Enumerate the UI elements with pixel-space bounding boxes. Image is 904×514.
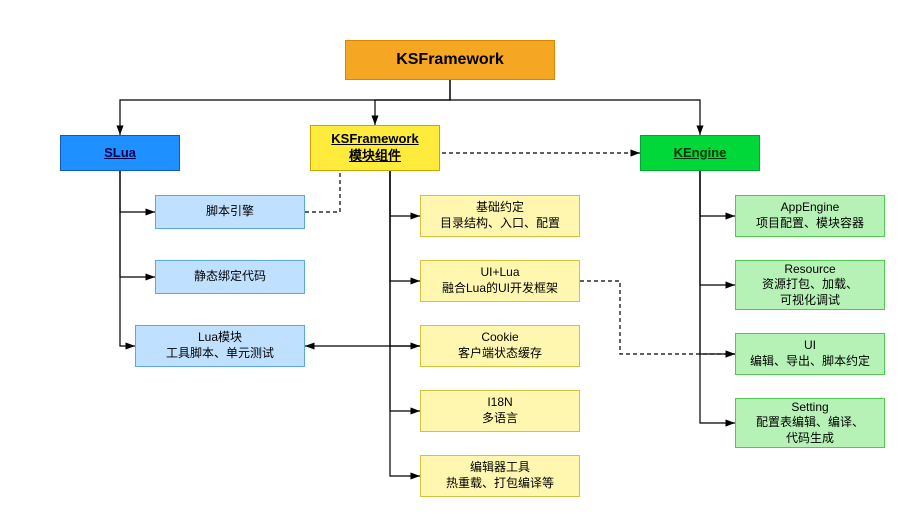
edge-solid <box>700 171 735 423</box>
edge-solid <box>120 171 155 277</box>
edge-solid <box>390 171 420 216</box>
ksf-label-1: KSFramework <box>331 131 418 148</box>
edge-solid <box>390 171 420 411</box>
edge-solid <box>700 171 735 354</box>
keng-leaf: UI编辑、导出、脚本约定 <box>735 333 885 375</box>
leaf-text: AppEngine <box>781 200 840 216</box>
keng-leaf: AppEngine项目配置、模块容器 <box>735 195 885 237</box>
ksf-label-2: 模块组件 <box>349 148 401 165</box>
ksf-leaf: UI+Lua融合Lua的UI开发框架 <box>420 260 580 302</box>
ksf-leaf: 基础约定目录结构、入口、配置 <box>420 195 580 237</box>
slua-leaf: 脚本引擎 <box>155 195 305 229</box>
leaf-text: 可视化调试 <box>780 293 840 309</box>
header-node-ksframework-modules: KSFramework 模块组件 <box>310 125 440 171</box>
edge-solid <box>390 171 420 281</box>
leaf-text: UI <box>804 338 816 354</box>
leaf-text: Lua模块 <box>198 330 242 346</box>
leaf-text: Cookie <box>481 330 518 346</box>
leaf-text: I18N <box>487 395 512 411</box>
leaf-text: 基础约定 <box>476 200 524 216</box>
leaf-text: Resource <box>784 262 835 278</box>
slua-label: SLua <box>104 145 136 162</box>
leaf-text: 静态绑定代码 <box>194 269 266 285</box>
leaf-text: 客户端状态缓存 <box>458 346 542 362</box>
ksf-leaf: 编辑器工具热重载、打包编译等 <box>420 455 580 497</box>
slua-leaf: 静态绑定代码 <box>155 260 305 294</box>
leaf-text: 多语言 <box>482 411 518 427</box>
header-node-kengine: KEngine <box>640 135 760 171</box>
edge-solid <box>450 80 700 135</box>
leaf-text: 融合Lua的UI开发框架 <box>442 281 558 297</box>
edge-solid <box>120 171 155 212</box>
edge-solid <box>120 171 135 346</box>
keng-leaf: Setting配置表编辑、编译、代码生成 <box>735 398 885 448</box>
root-node-ksframework: KSFramework <box>345 40 555 80</box>
leaf-text: 热重载、打包编译等 <box>446 476 554 492</box>
edge-dashed <box>580 281 735 354</box>
leaf-text: 脚本引擎 <box>206 204 254 220</box>
root-label: KSFramework <box>396 50 504 71</box>
header-node-slua: SLua <box>60 135 180 171</box>
ksf-leaf: I18N多语言 <box>420 390 580 432</box>
leaf-text: 编辑器工具 <box>470 460 530 476</box>
leaf-text: 项目配置、模块容器 <box>756 216 864 232</box>
edge-solid <box>390 171 420 476</box>
edge-solid <box>375 80 450 125</box>
leaf-text: 目录结构、入口、配置 <box>440 216 560 232</box>
edge-solid <box>700 171 735 216</box>
leaf-text: 工具脚本、单元测试 <box>166 346 274 362</box>
ksf-leaf: Cookie客户端状态缓存 <box>420 325 580 367</box>
keng-label: KEngine <box>674 145 727 162</box>
leaf-text: 配置表编辑、编译、 <box>756 415 864 431</box>
leaf-text: 资源打包、加载、 <box>762 277 858 293</box>
edge-solid <box>390 171 420 346</box>
leaf-text: 编辑、导出、脚本约定 <box>750 354 870 370</box>
edge-solid <box>700 171 735 285</box>
keng-leaf: Resource资源打包、加载、可视化调试 <box>735 260 885 310</box>
slua-leaf: Lua模块工具脚本、单元测试 <box>135 325 305 367</box>
leaf-text: Setting <box>791 400 828 416</box>
leaf-text: UI+Lua <box>480 265 519 281</box>
leaf-text: 代码生成 <box>786 431 834 447</box>
